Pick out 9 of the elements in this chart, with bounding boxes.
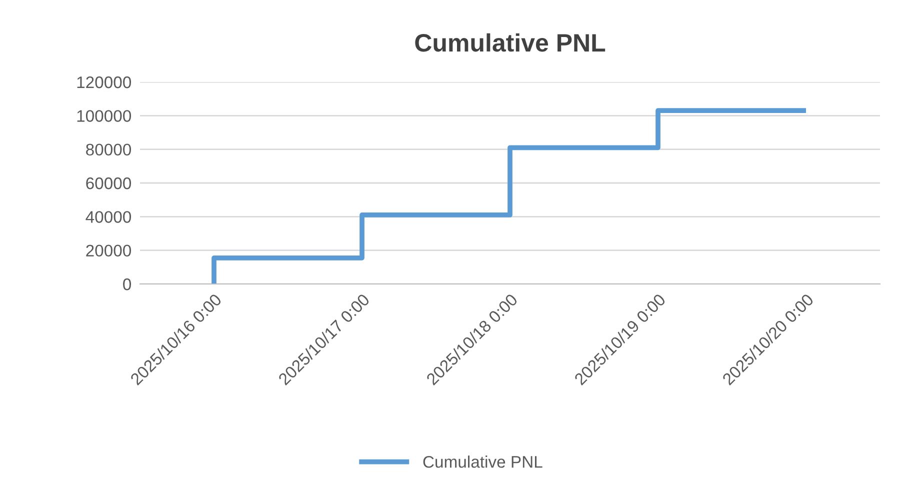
y-tick-label: 40000 — [86, 211, 132, 223]
legend-label: Cumulative PNL — [423, 456, 542, 468]
y-tick-label: 100000 — [77, 110, 132, 122]
y-tick-label: 0 — [123, 278, 132, 290]
y-tick-label: 20000 — [86, 244, 132, 257]
y-tick-label: 60000 — [86, 177, 132, 190]
y-tick-label: 80000 — [86, 144, 132, 156]
y-tick-label: 120000 — [77, 76, 132, 88]
chart-title: Cumulative PNL — [415, 33, 606, 52]
